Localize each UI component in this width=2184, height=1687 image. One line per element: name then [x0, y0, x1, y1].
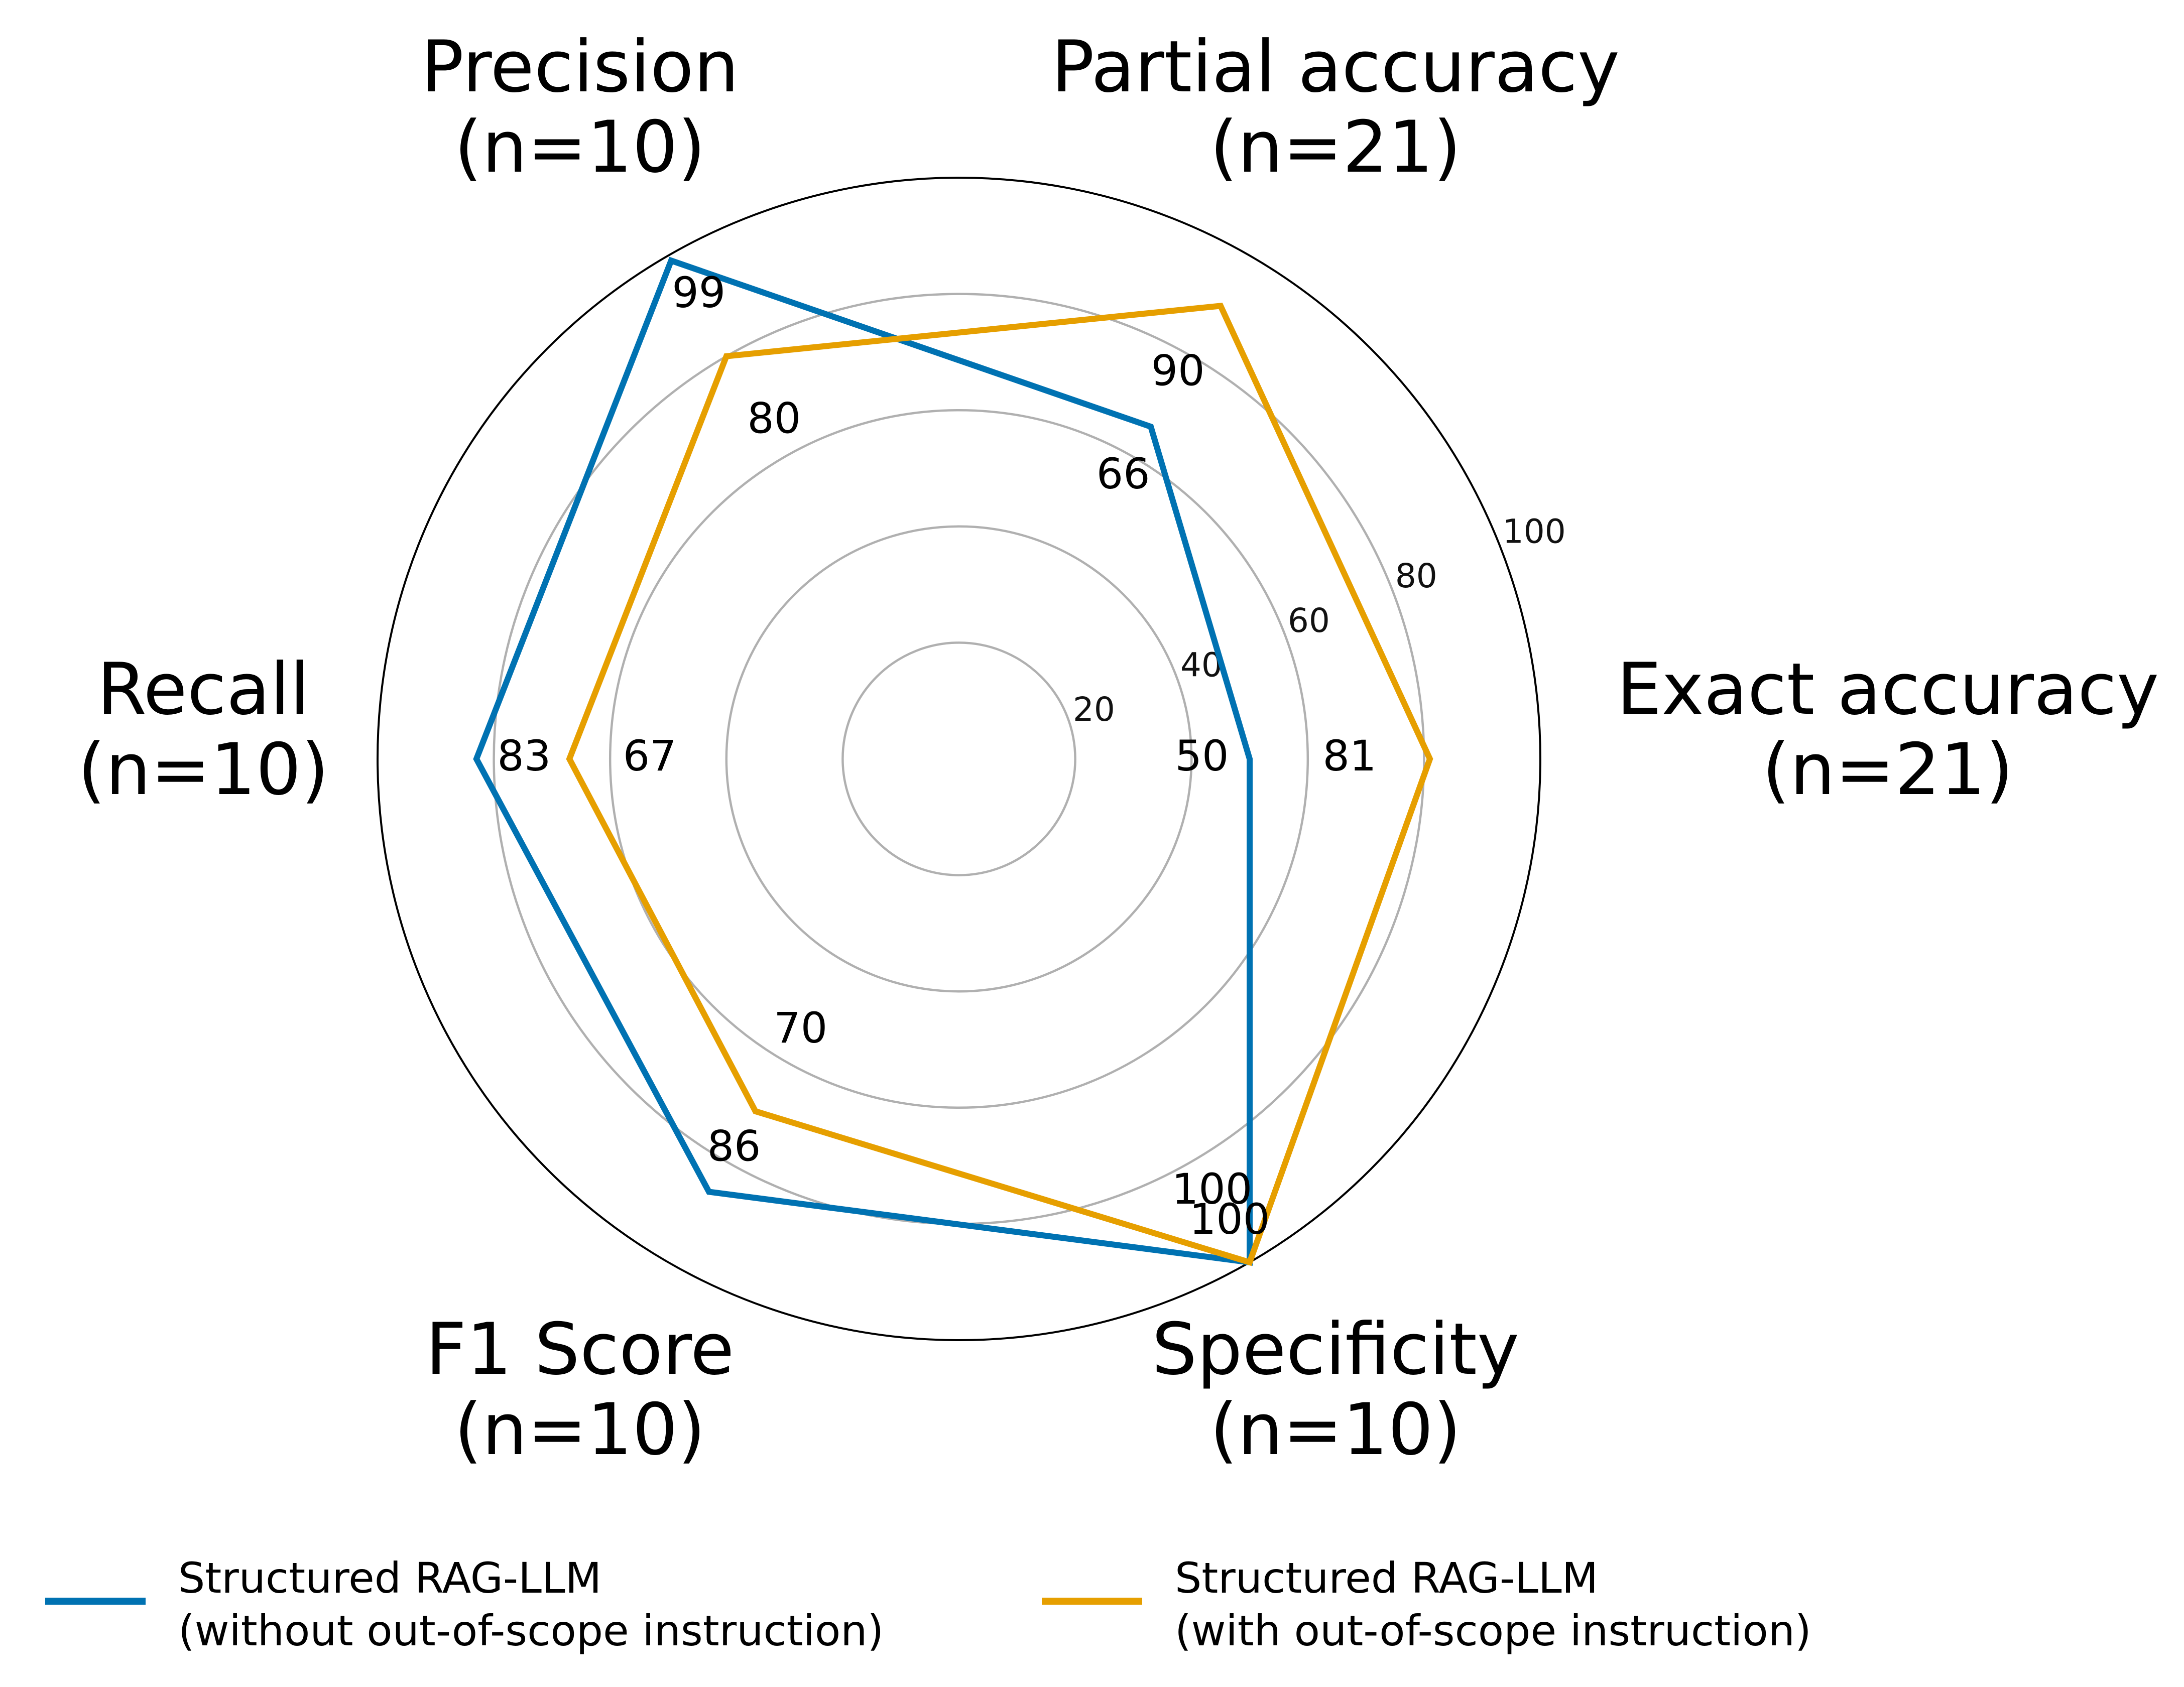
grid-ring-20: [841, 641, 1076, 876]
legend-label-1-1: (with out-of-scope instruction): [1175, 1606, 1811, 1655]
outer-ring: [377, 177, 1541, 1341]
axis-name: Precision: [421, 26, 739, 108]
legend: Structured RAG-LLM(without out-of-scope …: [45, 1553, 1811, 1655]
r-tick-label-100: 100: [1503, 512, 1566, 551]
value-label-s1-5: 100: [1189, 1195, 1270, 1244]
r-tick-label-80: 80: [1395, 557, 1437, 595]
legend-label-1-0: Structured RAG-LLM: [1175, 1553, 1598, 1603]
axis-label-1: Partial accuracy(n=21): [1051, 26, 1620, 189]
series-line-0: [473, 256, 1253, 1266]
axis-count: (n=10): [1210, 1388, 1461, 1471]
axis-label-3: Recall(n=10): [78, 648, 329, 811]
value-label-s1-3: 67: [623, 731, 677, 781]
r-tick-label-60: 60: [1288, 601, 1330, 640]
grid-ring-40: [725, 525, 1193, 993]
grid-ring-60: [609, 409, 1309, 1109]
value-label-s1-2: 80: [747, 394, 801, 443]
r-tick-label-20: 20: [1073, 690, 1115, 729]
axis-name: Specificity: [1152, 1308, 1519, 1391]
axis-name: Partial accuracy: [1051, 26, 1620, 108]
value-label-s0-0: 50: [1175, 731, 1229, 781]
axis-name: F1 Score: [426, 1308, 735, 1391]
legend-label-0-0: Structured RAG-LLM: [178, 1553, 601, 1603]
label-layer: Exact accuracy(n=21)Partial accuracy(n=2…: [78, 26, 2159, 1471]
series-layer: [473, 256, 1433, 1266]
axis-count: (n=10): [454, 1388, 705, 1471]
value-label-s0-4: 86: [707, 1121, 761, 1171]
axis-label-2: Precision(n=10): [421, 26, 739, 189]
value-label-s0-3: 83: [497, 731, 551, 781]
legend-label-0-1: (without out-of-scope instruction): [178, 1606, 884, 1655]
axis-count: (n=21): [1210, 106, 1461, 189]
series-line-1: [566, 302, 1433, 1266]
value-label-s0-2: 99: [672, 268, 725, 317]
value-label-s0-1: 66: [1097, 449, 1150, 498]
axis-count: (n=10): [78, 728, 329, 811]
value-label-s1-1: 90: [1151, 346, 1205, 395]
axis-count: (n=10): [454, 106, 705, 189]
axis-name: Exact accuracy: [1617, 648, 2159, 731]
axis-label-4: F1 Score(n=10): [426, 1308, 735, 1471]
axis-count: (n=21): [1762, 728, 2013, 811]
axis-label-0: Exact accuracy(n=21): [1617, 648, 2159, 811]
value-label-s0-5: 100: [1172, 1164, 1252, 1214]
axis-label-5: Specificity(n=10): [1152, 1308, 1519, 1471]
value-label-s1-4: 70: [774, 1003, 827, 1053]
axis-name: Recall: [97, 648, 310, 731]
value-label-s1-0: 81: [1323, 731, 1377, 781]
